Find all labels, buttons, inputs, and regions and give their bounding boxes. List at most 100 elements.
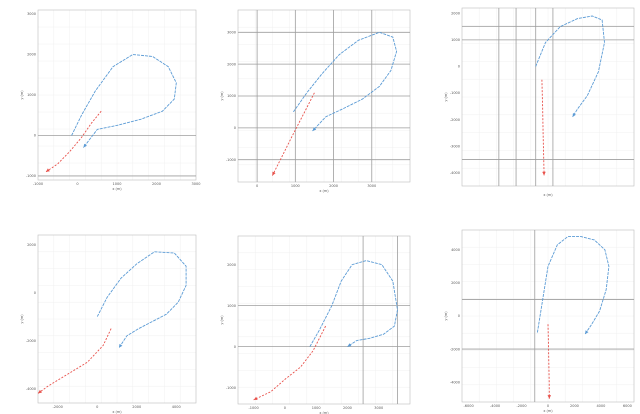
series-line-red	[541, 79, 545, 176]
x-axis-label: x (m)	[319, 411, 329, 414]
series-arrowhead	[547, 395, 552, 399]
series-line-blue	[71, 54, 177, 148]
x-axis-label: x (m)	[112, 410, 122, 414]
x-tick-label: 0	[76, 182, 78, 186]
y-axis-label: y (m)	[220, 315, 224, 325]
series-arrowhead	[253, 396, 258, 400]
series-line-red	[547, 324, 550, 399]
series-line-blue	[536, 236, 610, 335]
series-line-blue	[309, 260, 398, 347]
y-axis-label: y (m)	[220, 91, 224, 101]
series-line-blue	[535, 15, 605, 118]
x-tick-label: 6000	[623, 404, 632, 408]
series-line-red	[271, 92, 315, 176]
chart-panel-5: -1000 0 1000 2000 3000 2000 1000 0 -1000 x (m) y (…	[220, 235, 411, 414]
x-tick-label: -1000	[33, 182, 43, 186]
series-arrowhead	[585, 330, 589, 335]
x-tick-label: 1000	[113, 182, 122, 186]
series-arrowhead	[272, 171, 276, 176]
x-axis-label: x (m)	[543, 409, 553, 413]
x-tick-label: 0	[256, 184, 258, 188]
chart-panel-2: 0 1000 2000 3000 3000 2000 1000 0 -1000 x (m) y (m…	[220, 9, 411, 193]
x-tick-label: 1000	[291, 184, 300, 188]
y-tick-label: 2000	[227, 263, 236, 267]
plot-frame	[37, 9, 197, 181]
x-tick-label: 0	[284, 406, 286, 410]
y-tick-label: 0	[34, 291, 36, 295]
y-axis-label: y (m)	[444, 311, 448, 321]
y-tick-label: 3000	[27, 12, 36, 16]
x-tick-label: 2000	[343, 406, 352, 410]
y-tick-label: 2000	[27, 243, 36, 247]
y-tick-label: 0	[458, 65, 460, 69]
x-tick-label: 1000	[312, 406, 321, 410]
series-line-blue	[293, 31, 398, 132]
y-tick-label: -4000	[450, 171, 460, 175]
x-tick-label: -4000	[490, 404, 500, 408]
series-line-red	[37, 328, 112, 394]
series-arrowhead	[312, 127, 317, 132]
y-tick-label: 0	[234, 126, 236, 130]
chart-panel-3: 2000 1000 0 -1000 -2000 -3000 -4000 x (m) y (m)	[444, 7, 635, 197]
x-axis-label: x (m)	[319, 189, 329, 193]
x-tick-label: 0	[96, 405, 98, 409]
y-tick-label: 0	[458, 314, 460, 318]
y-tick-label: 2000	[451, 281, 460, 285]
series-arrowhead	[45, 168, 50, 172]
y-tick-label: -4000	[450, 380, 460, 384]
y-tick-label: -2000	[450, 347, 460, 351]
y-tick-label: -4000	[26, 387, 36, 391]
x-tick-label: 3000	[367, 184, 376, 188]
y-tick-label: 2000	[451, 12, 460, 16]
x-tick-label: 4000	[596, 404, 605, 408]
y-tick-label: 4000	[451, 248, 460, 252]
x-tick-label: 2000	[132, 405, 141, 409]
series-arrowhead	[118, 343, 123, 348]
y-tick-label: 2000	[27, 53, 36, 57]
x-tick-label: -2000	[53, 405, 63, 409]
series-arrowhead	[572, 112, 576, 117]
y-tick-label: 1000	[27, 93, 36, 97]
x-tick-label: -2000	[516, 404, 526, 408]
y-axis-label: y (m)	[20, 314, 24, 324]
chart-panel-1: -1000 0 1000 2000 3000 3000 2000 1000 0 -1000 x (m…	[20, 9, 201, 191]
y-tick-label: -1000	[226, 386, 236, 390]
x-tick-label: -1000	[249, 406, 259, 410]
chart-panel-6: -6000 -4000 -2000 0 2000 4000 6000 4000 2000 0 -20…	[444, 229, 635, 413]
y-tick-label: -2000	[26, 339, 36, 343]
chart-panel-4: -2000 0 2000 4000 2000 0 -2000 -4000 x (m) y (m)	[20, 234, 197, 414]
x-tick-label: 2000	[329, 184, 338, 188]
x-tick-label: 0	[547, 404, 549, 408]
y-axis-label: y (m)	[444, 92, 448, 102]
y-tick-label: -3000	[450, 144, 460, 148]
y-tick-label: -1000	[226, 158, 236, 162]
y-tick-label: -1000	[26, 174, 36, 178]
x-axis-label: x (m)	[543, 193, 553, 197]
series-arrowhead	[542, 171, 546, 176]
plot-frame	[237, 235, 411, 405]
x-tick-label: 3000	[192, 182, 201, 186]
series-line-blue	[96, 251, 187, 349]
y-tick-label: 1000	[451, 38, 460, 42]
series-line-red	[253, 325, 327, 401]
y-tick-label: -2000	[450, 118, 460, 122]
x-tick-label: -6000	[464, 404, 474, 408]
x-tick-label: 2000	[152, 182, 161, 186]
y-tick-label: 3000	[227, 30, 236, 34]
y-tick-label: 0	[234, 345, 236, 349]
plot-frame	[37, 234, 197, 404]
plot-frame	[461, 229, 635, 403]
y-tick-label: 0	[34, 134, 36, 138]
plot-frame	[461, 7, 635, 187]
x-tick-label: 3000	[374, 406, 383, 410]
x-axis-label: x (m)	[112, 187, 122, 191]
series-arrowhead	[347, 343, 352, 347]
y-tick-label: -1000	[450, 91, 460, 95]
y-axis-label: y (m)	[20, 90, 24, 100]
series-arrowhead	[38, 389, 42, 394]
series-line-red	[45, 110, 102, 173]
y-tick-label: 2000	[227, 62, 236, 66]
x-tick-label: 2000	[570, 404, 579, 408]
series-arrowhead	[83, 143, 87, 148]
